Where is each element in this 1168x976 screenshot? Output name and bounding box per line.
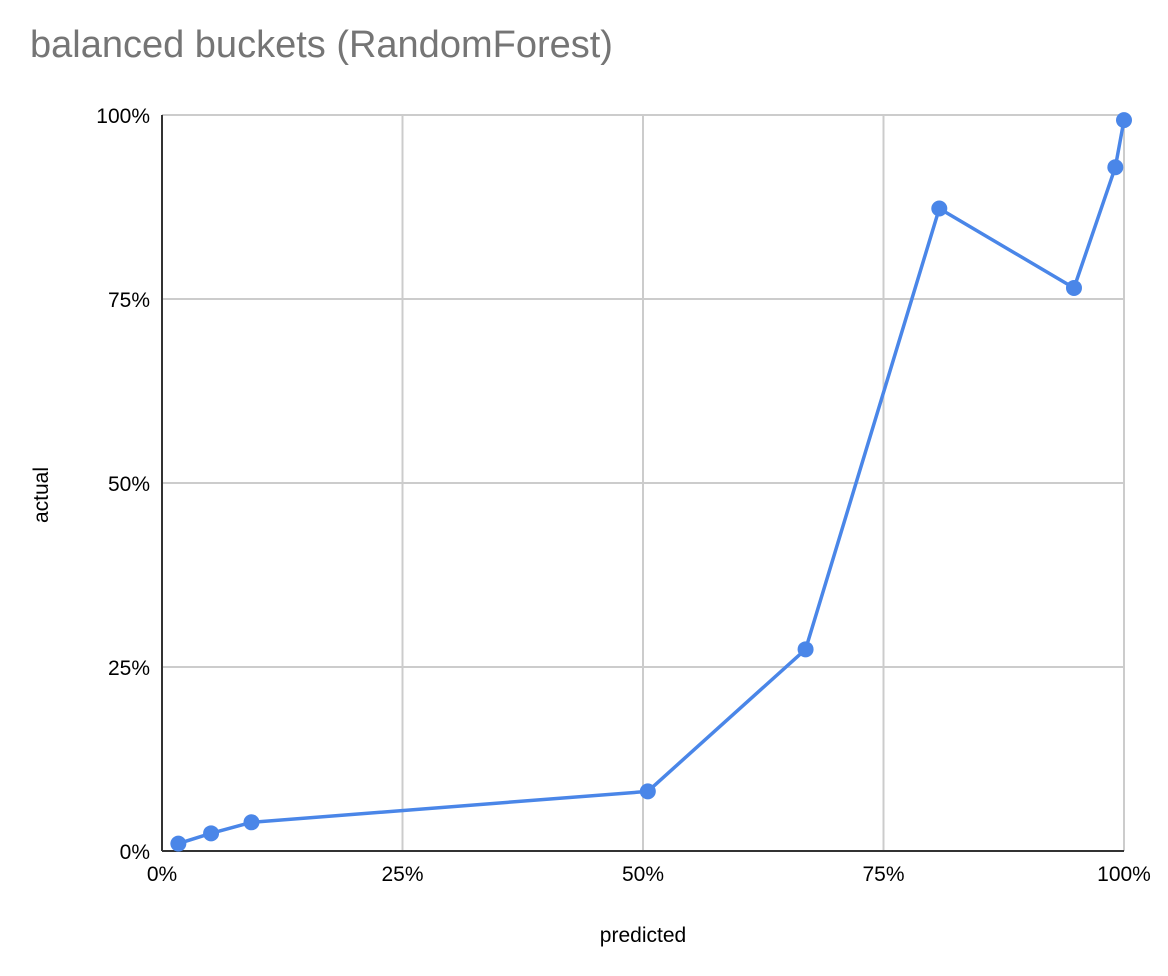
series-group — [170, 112, 1132, 852]
data-point — [797, 641, 814, 658]
x-tick-labels: 0% 25% 50% 75% 100% — [147, 863, 1151, 886]
data-point — [170, 835, 187, 852]
y-tick-label: 25% — [108, 657, 150, 680]
x-tick-label: 0% — [147, 863, 177, 886]
y-tick-label: 0% — [120, 841, 150, 864]
y-tick-label: 75% — [108, 289, 150, 312]
data-point — [243, 814, 260, 831]
y-tick-labels: 0% 25% 50% 75% 100% — [96, 105, 150, 864]
data-point — [1065, 279, 1082, 296]
x-tick-label: 50% — [622, 863, 664, 886]
data-point — [931, 200, 948, 217]
x-tick-label: 100% — [1097, 863, 1151, 886]
y-gridlines — [162, 114, 1124, 668]
data-point — [1107, 159, 1124, 176]
y-axis-title: actual — [30, 467, 53, 523]
chart-title: balanced buckets (RandomForest) — [30, 24, 613, 66]
series-line — [177, 119, 1126, 846]
y-tick-label: 50% — [108, 473, 150, 496]
x-tick-label: 25% — [381, 863, 423, 886]
data-point — [1116, 112, 1132, 129]
x-axis-title: predicted — [600, 924, 686, 947]
data-point — [639, 783, 656, 800]
x-tick-label: 75% — [862, 863, 904, 886]
data-point — [203, 825, 220, 842]
y-tick-label: 100% — [96, 105, 150, 128]
